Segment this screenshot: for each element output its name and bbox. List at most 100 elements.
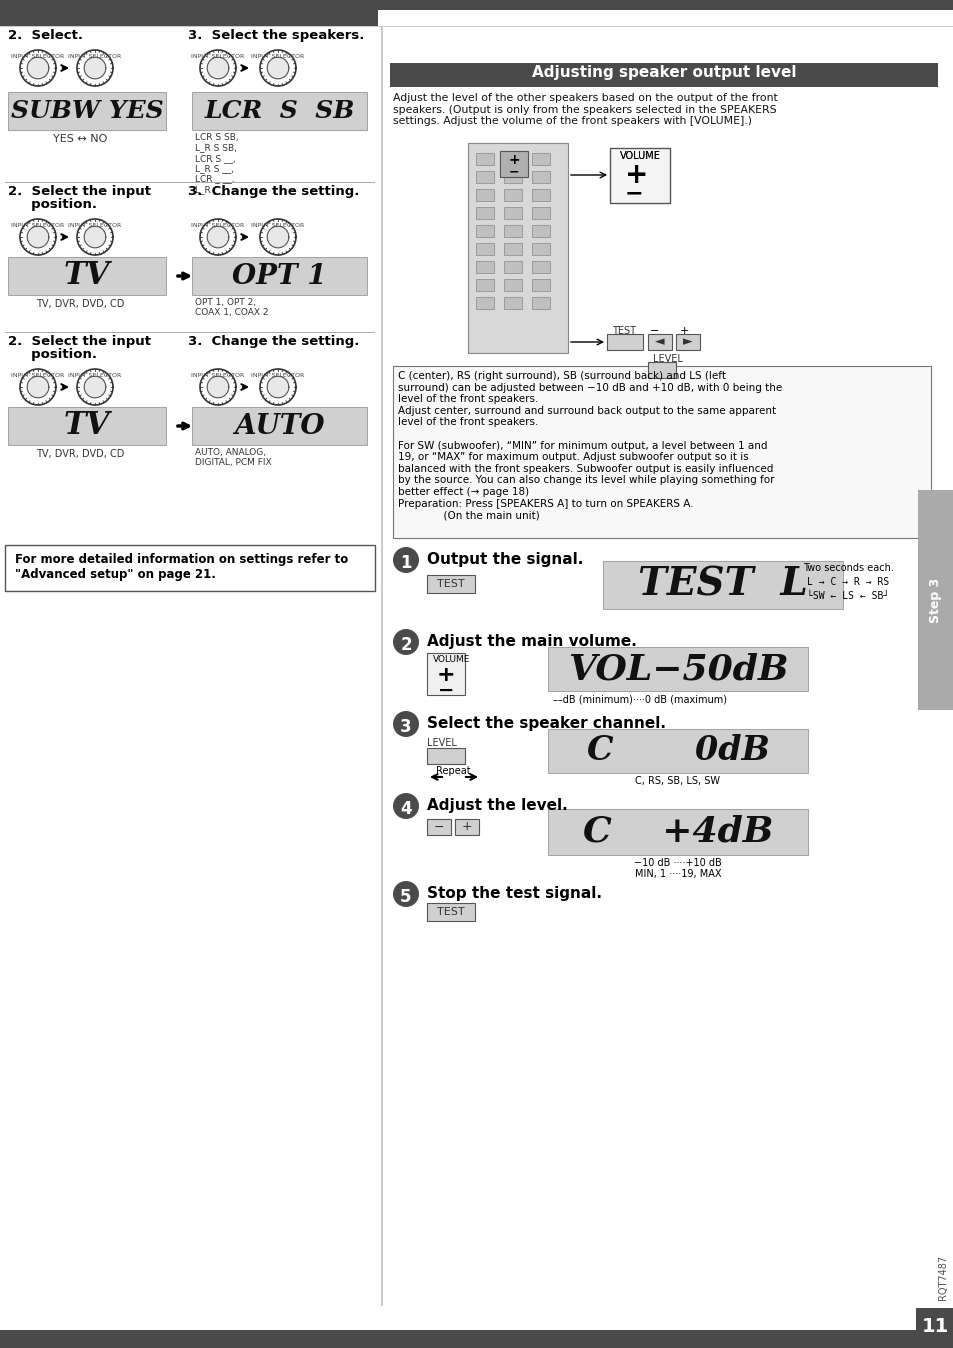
Text: −: − <box>508 164 518 178</box>
Text: +: + <box>679 326 689 336</box>
Text: INPUT SELECTOR: INPUT SELECTOR <box>69 373 121 377</box>
Text: 2.  Select.: 2. Select. <box>8 30 83 42</box>
Bar <box>547 729 807 772</box>
Text: Adjust the main volume.: Adjust the main volume. <box>427 634 637 648</box>
Polygon shape <box>207 226 229 248</box>
Text: −10 dB ····+10 dB: −10 dB ····+10 dB <box>634 857 721 868</box>
Text: OPT 1: OPT 1 <box>232 263 327 290</box>
Polygon shape <box>28 226 49 248</box>
Text: ––dB (minimum)····0 dB (maximum): ––dB (minimum)····0 dB (maximum) <box>553 694 726 704</box>
Text: C, RS, SB, LS, SW: C, RS, SB, LS, SW <box>635 776 720 786</box>
Bar <box>532 262 550 274</box>
Text: Repeat: Repeat <box>436 766 470 776</box>
Bar <box>427 652 464 696</box>
Bar <box>476 154 494 164</box>
Bar <box>532 154 550 164</box>
Text: 2.  Select the input: 2. Select the input <box>8 185 151 198</box>
Text: 3: 3 <box>399 718 412 736</box>
Bar <box>192 407 367 445</box>
Text: Adjusting speaker output level: Adjusting speaker output level <box>531 65 796 80</box>
Bar <box>499 151 527 177</box>
Text: RQT7487: RQT7487 <box>937 1255 947 1299</box>
Text: 2: 2 <box>399 636 412 654</box>
Bar <box>468 143 567 353</box>
Text: 3.  Change the setting.: 3. Change the setting. <box>188 185 359 198</box>
Bar <box>476 262 494 274</box>
Text: ◄: ◄ <box>655 336 664 349</box>
Bar <box>647 334 671 350</box>
Bar <box>532 171 550 183</box>
Bar <box>455 820 478 834</box>
Text: −: − <box>437 681 454 700</box>
Text: INPUT SELECTOR: INPUT SELECTOR <box>11 54 65 59</box>
Text: Select the speaker channel.: Select the speaker channel. <box>427 716 665 731</box>
Text: ►: ► <box>682 336 692 349</box>
Bar <box>609 148 669 204</box>
Bar <box>503 225 521 237</box>
Bar <box>476 225 494 237</box>
Text: VOLUME: VOLUME <box>618 151 659 160</box>
Polygon shape <box>84 57 106 78</box>
Text: TEST: TEST <box>436 907 464 917</box>
Circle shape <box>393 710 418 737</box>
Text: TEST: TEST <box>436 580 464 589</box>
Text: └SW ← LS ← SB┘: └SW ← LS ← SB┘ <box>806 590 888 601</box>
Bar <box>503 154 521 164</box>
Bar <box>476 171 494 183</box>
Text: INPUT SELECTOR: INPUT SELECTOR <box>251 222 304 228</box>
Bar <box>476 243 494 255</box>
Text: Two seconds each.: Two seconds each. <box>801 563 893 573</box>
Bar <box>532 208 550 218</box>
Bar <box>427 576 475 593</box>
Circle shape <box>393 882 418 907</box>
Bar <box>476 279 494 291</box>
Text: LEVEL: LEVEL <box>652 355 682 364</box>
Polygon shape <box>267 226 289 248</box>
Text: YES ↔ NO: YES ↔ NO <box>52 133 107 144</box>
Bar <box>606 334 642 350</box>
Bar <box>0 1330 953 1348</box>
Text: INPUT SELECTOR: INPUT SELECTOR <box>11 222 65 228</box>
Text: +: + <box>624 160 648 189</box>
Text: LEVEL: LEVEL <box>427 737 456 748</box>
Bar <box>8 407 166 445</box>
Text: TEST: TEST <box>612 326 636 336</box>
Text: 11: 11 <box>921 1317 947 1336</box>
Bar <box>393 367 930 538</box>
Text: 1: 1 <box>400 554 412 572</box>
Text: MIN, 1 ····19, MAX: MIN, 1 ····19, MAX <box>634 869 720 879</box>
Polygon shape <box>267 376 289 398</box>
Text: Stop the test signal.: Stop the test signal. <box>427 886 601 900</box>
Polygon shape <box>207 376 229 398</box>
Text: TV: TV <box>64 411 111 442</box>
Bar <box>532 279 550 291</box>
Text: INPUT SELECTOR: INPUT SELECTOR <box>251 54 304 59</box>
Text: +: + <box>461 821 472 833</box>
Bar <box>547 647 807 692</box>
Polygon shape <box>28 376 49 398</box>
Polygon shape <box>267 57 289 78</box>
Bar <box>380 26 382 1306</box>
Bar <box>503 279 521 291</box>
Text: TV, DVR, DVD, CD: TV, DVR, DVD, CD <box>36 299 124 309</box>
Text: −: − <box>434 821 444 833</box>
Text: INPUT SELECTOR: INPUT SELECTOR <box>192 54 244 59</box>
Text: INPUT SELECTOR: INPUT SELECTOR <box>251 373 304 377</box>
Text: INPUT SELECTOR: INPUT SELECTOR <box>192 373 244 377</box>
Polygon shape <box>84 376 106 398</box>
Bar <box>390 63 937 88</box>
Bar <box>647 363 676 377</box>
Bar <box>503 189 521 201</box>
Bar <box>915 1308 953 1347</box>
Text: TV, DVR, DVD, CD: TV, DVR, DVD, CD <box>36 449 124 460</box>
Text: Adjust the level.: Adjust the level. <box>427 798 567 813</box>
Circle shape <box>393 547 418 573</box>
Bar <box>476 297 494 309</box>
Bar <box>427 903 475 921</box>
Text: AUTO: AUTO <box>234 412 324 439</box>
Bar <box>503 297 521 309</box>
Text: C       0dB: C 0dB <box>586 735 769 767</box>
Bar <box>532 189 550 201</box>
Text: LCR  S  SB: LCR S SB <box>204 98 355 123</box>
Text: INPUT SELECTOR: INPUT SELECTOR <box>192 222 244 228</box>
